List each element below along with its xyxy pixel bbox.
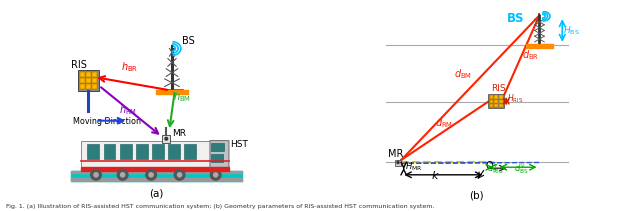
Bar [184, 144, 196, 159]
Text: (b): (b) [470, 191, 484, 200]
Bar [494, 104, 498, 107]
Circle shape [94, 173, 98, 177]
Circle shape [177, 173, 182, 177]
Text: BS: BS [182, 36, 195, 46]
Bar [104, 144, 115, 159]
Text: MR: MR [172, 130, 186, 138]
Text: MR: MR [388, 149, 403, 159]
Bar [92, 84, 97, 89]
Text: $h_{\rm BR}$: $h_{\rm BR}$ [121, 60, 138, 74]
Bar [499, 100, 503, 103]
Bar [86, 72, 91, 77]
Bar [71, 171, 243, 181]
Bar [80, 84, 85, 89]
Bar [499, 95, 503, 99]
Bar [156, 90, 188, 94]
Bar [490, 104, 493, 107]
Bar [488, 94, 504, 108]
Bar [88, 144, 99, 159]
Bar [490, 95, 493, 99]
Text: HST: HST [230, 140, 248, 149]
Circle shape [117, 169, 128, 180]
Text: $d_{\rm BS}^v$: $d_{\rm BS}^v$ [514, 163, 529, 176]
Bar [71, 171, 243, 173]
Circle shape [149, 173, 153, 177]
Circle shape [214, 173, 218, 177]
Text: $d_{\rm RIS}^v$: $d_{\rm RIS}^v$ [487, 163, 504, 176]
Bar [136, 144, 148, 159]
Text: $d_{\rm BR}$: $d_{\rm BR}$ [522, 48, 540, 62]
Text: $h_{\rm RM}$: $h_{\rm RM}$ [119, 103, 137, 117]
Text: $d_{\rm BM}$: $d_{\rm BM}$ [454, 67, 472, 81]
Text: Moving Direction: Moving Direction [73, 118, 141, 126]
Text: $h_{\rm BM}$: $h_{\rm BM}$ [173, 90, 191, 104]
Text: $H_{\rm RIS}$: $H_{\rm RIS}$ [507, 93, 524, 105]
Text: Fig. 1. (a) Illustration of RIS-assisted HST communication system; (b) Geometry : Fig. 1. (a) Illustration of RIS-assisted… [6, 204, 435, 209]
Bar [526, 44, 553, 47]
Bar [211, 154, 223, 162]
Circle shape [146, 169, 156, 180]
Bar [81, 141, 210, 171]
Text: O: O [485, 161, 493, 171]
Bar [490, 100, 493, 103]
Bar [494, 100, 498, 103]
Circle shape [174, 169, 185, 180]
Bar [80, 72, 85, 77]
Bar [92, 72, 97, 77]
Text: BS: BS [507, 12, 525, 25]
Bar [71, 178, 243, 180]
Text: $H_{\rm BS}$: $H_{\rm BS}$ [563, 24, 580, 37]
Text: $k$: $k$ [431, 169, 440, 181]
Bar [86, 84, 91, 89]
Circle shape [211, 169, 221, 180]
Text: RIS: RIS [491, 84, 506, 93]
Text: $d_{\rm RM}$: $d_{\rm RM}$ [435, 116, 453, 130]
Bar [120, 144, 132, 159]
Bar [499, 104, 503, 107]
Bar [86, 78, 91, 83]
Bar [152, 144, 164, 159]
Text: $H_{\rm MR}$: $H_{\rm MR}$ [404, 161, 422, 173]
Circle shape [91, 169, 101, 180]
Bar [80, 78, 85, 83]
Bar [211, 143, 224, 151]
Circle shape [397, 161, 399, 164]
Bar [162, 135, 170, 143]
Text: (a): (a) [150, 189, 164, 199]
Circle shape [120, 173, 125, 177]
Text: RIS: RIS [71, 61, 87, 70]
Bar [78, 70, 99, 91]
Bar [81, 167, 210, 171]
Bar [395, 160, 401, 166]
Bar [494, 95, 498, 99]
Polygon shape [210, 141, 229, 171]
Bar [210, 167, 229, 171]
Circle shape [165, 137, 168, 140]
Bar [168, 144, 180, 159]
Bar [92, 78, 97, 83]
